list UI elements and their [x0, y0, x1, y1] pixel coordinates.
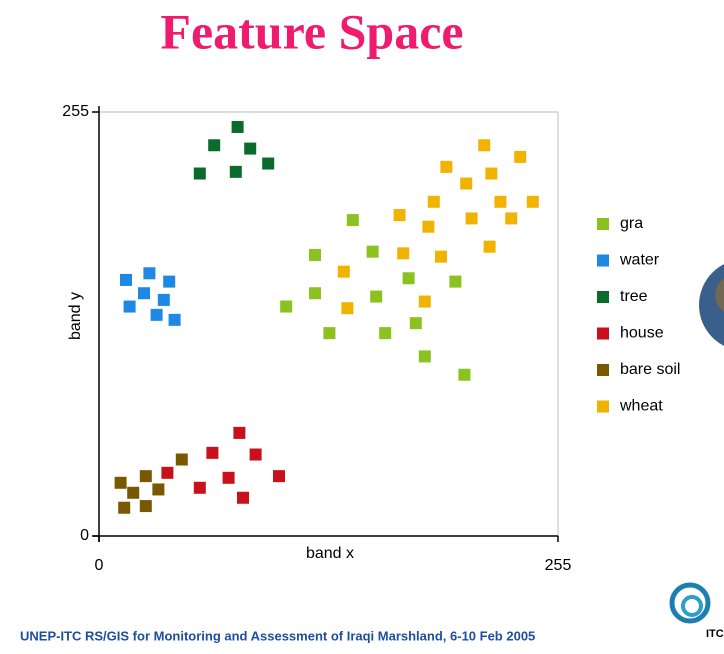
point [379, 327, 392, 340]
legend-swatch [597, 218, 609, 230]
point [193, 481, 206, 494]
legend-label: house [620, 325, 664, 342]
point [478, 139, 491, 152]
point [422, 220, 435, 233]
legend-swatch [597, 291, 609, 303]
point [341, 302, 354, 315]
point [465, 212, 478, 225]
point [168, 313, 181, 326]
point [409, 317, 422, 330]
point [175, 453, 188, 466]
point [505, 212, 518, 225]
point [309, 287, 321, 300]
point [337, 265, 350, 278]
point [418, 350, 431, 363]
point [120, 273, 132, 286]
point [222, 471, 235, 484]
point [206, 446, 219, 459]
point [402, 272, 415, 285]
point [161, 466, 174, 479]
point [526, 195, 539, 208]
legend-swatch [597, 364, 609, 376]
legend-label: water [619, 252, 660, 269]
point [229, 165, 242, 178]
point [157, 293, 170, 306]
y-axis-label: band y [67, 292, 84, 340]
point [393, 209, 406, 222]
legend-label: wheat [619, 398, 663, 415]
point [118, 501, 131, 514]
legend-swatch [597, 400, 609, 413]
point [435, 250, 447, 263]
y-tick-label: 0 [80, 527, 89, 544]
point [323, 327, 336, 340]
x-tick-label: 0 [95, 557, 104, 574]
point [458, 368, 471, 381]
point [114, 476, 127, 489]
point [150, 308, 163, 321]
point [152, 483, 165, 496]
point [514, 150, 527, 163]
legend-label: tree [620, 288, 648, 305]
point [460, 177, 473, 190]
point [138, 287, 150, 300]
point [143, 267, 156, 280]
y-tick-label: 255 [62, 103, 89, 120]
legend-label: bare soil [620, 361, 680, 378]
point [208, 139, 221, 152]
footer: UNEP-ITC RS/GIS for Monitoring and Asses… [20, 628, 535, 643]
point [485, 167, 498, 180]
globe [699, 264, 724, 346]
point [249, 448, 262, 461]
point [280, 300, 293, 313]
point [449, 275, 462, 288]
point [237, 491, 249, 504]
point [397, 247, 410, 260]
x-axis-label: band x [306, 545, 354, 562]
itc-logo: ITC [669, 582, 724, 640]
point [231, 120, 244, 133]
point [244, 142, 257, 155]
logo-ring-inner [681, 595, 703, 617]
point [440, 160, 453, 173]
point [123, 300, 136, 313]
point [346, 214, 359, 227]
point [273, 470, 285, 483]
point [193, 167, 206, 180]
point [262, 157, 275, 170]
logo-ring [669, 582, 711, 624]
point [127, 486, 140, 499]
point [233, 426, 246, 439]
point [309, 248, 321, 261]
point [418, 295, 431, 308]
globe-image [699, 264, 724, 346]
point [366, 245, 379, 258]
point [494, 195, 507, 208]
legend-swatch [597, 327, 609, 340]
x-tick-label: 255 [545, 557, 572, 574]
point [427, 195, 440, 208]
legend-swatch [597, 254, 609, 267]
point [163, 275, 176, 288]
slide-title: Feature Space [160, 3, 463, 59]
globe-land [715, 278, 724, 312]
point [139, 470, 152, 483]
point [370, 290, 383, 303]
point [139, 500, 152, 513]
legend-label: gra [620, 215, 643, 232]
point [483, 240, 496, 253]
logo-text: ITC [706, 628, 724, 640]
